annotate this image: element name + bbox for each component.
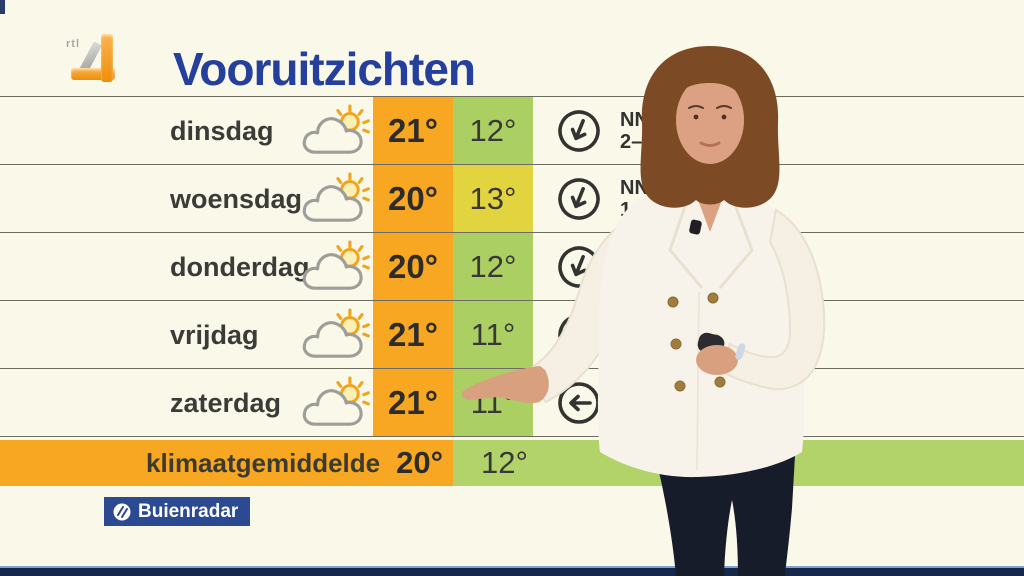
- min-temp-cell: 13°: [453, 165, 533, 233]
- wind-label: NNO 2–5 Bft: [620, 109, 687, 153]
- wind-label: O 1–4 B: [620, 381, 674, 425]
- wind-label: NN 1: [620, 245, 649, 289]
- rtl4-logo-vertical-bar: [101, 34, 113, 82]
- sun-behind-cloud-icon: [298, 301, 376, 369]
- page-title: Vooruitzichten: [173, 43, 476, 95]
- table-row: woensdag 20° 13° NNO 1–4: [0, 164, 1024, 233]
- buienradar-radar-icon: [113, 503, 131, 520]
- day-label: zaterdag: [170, 387, 282, 418]
- max-temp-cell: 20°: [373, 233, 453, 301]
- table-row: dinsdag 21° 12° NNO 2–5 Bft: [0, 96, 1024, 165]
- sun-behind-cloud-icon: [298, 165, 376, 233]
- table-row: zaterdag 21° 11° O 1–4 B: [0, 368, 1024, 437]
- bottom-bar: [0, 566, 1024, 576]
- sun-behind-cloud-icon: [298, 369, 376, 437]
- day-label: woensdag: [170, 183, 303, 214]
- screen-corner-notch: [0, 0, 5, 14]
- buienradar-label: Buienradar: [138, 500, 239, 522]
- min-temp-cell: 12°: [453, 233, 533, 301]
- climate-min-temp: 12°: [481, 445, 528, 480]
- wind-label: NNO 1–4: [620, 177, 665, 221]
- climate-band-orange: klimaatgemiddelde 20°: [0, 440, 453, 486]
- day-label: dinsdag: [170, 115, 274, 146]
- table-row: donderdag 20° 12° NN 1: [0, 232, 1024, 301]
- sun-behind-cloud-icon: [298, 97, 376, 165]
- sun-behind-cloud-icon: [298, 233, 376, 301]
- rtl-logo-text: rtl: [66, 38, 80, 50]
- wind-direction-icon: [556, 369, 602, 437]
- max-temp-cell: 20°: [373, 165, 453, 233]
- table-bottom-line: [0, 436, 1024, 437]
- wind-direction-icon: [556, 97, 602, 165]
- min-temp-cell: 12°: [453, 97, 533, 165]
- rtl4-logo: rtl: [60, 26, 126, 86]
- climate-label: klimaatgemiddelde: [146, 447, 381, 478]
- climate-max-temp: 20°: [396, 445, 443, 480]
- buienradar-badge: Buienradar: [104, 497, 251, 526]
- max-temp-cell: 21°: [373, 301, 453, 369]
- climate-band-green: 12°: [453, 440, 1024, 486]
- climate-average-band: klimaatgemiddelde 20° 12°: [0, 440, 1024, 486]
- wind-direction-icon: [556, 301, 602, 369]
- max-temp-cell: 21°: [373, 97, 453, 165]
- wind-direction-icon: [556, 233, 602, 301]
- wind-direction-icon: [556, 165, 602, 233]
- day-label: vrijdag: [170, 319, 259, 350]
- max-temp-cell: 21°: [373, 369, 453, 437]
- min-temp-cell: 11°: [453, 369, 533, 437]
- day-label: donderdag: [170, 251, 310, 282]
- min-temp-cell: 11°: [453, 301, 533, 369]
